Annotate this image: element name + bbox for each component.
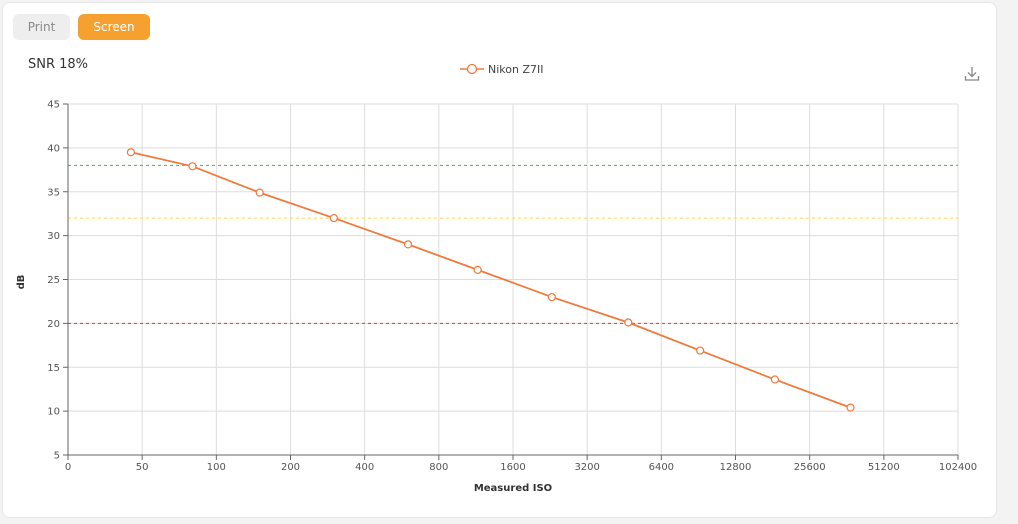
x-tick-label: 12800: [720, 462, 752, 473]
y-tick-label: 10: [47, 407, 60, 418]
x-tick-label: 0: [65, 462, 71, 473]
x-tick-label: 200: [281, 462, 300, 473]
data-point: [547, 292, 556, 302]
x-tick-label: 102400: [939, 462, 977, 473]
data-point: [473, 265, 482, 274]
y-tick-label: 5: [54, 451, 60, 462]
y-axis-label: dB: [16, 275, 27, 290]
data-point: [696, 346, 705, 355]
chart-title: SNR 18%: [28, 57, 89, 72]
data-point: [846, 403, 855, 412]
data-point: [126, 148, 135, 157]
axes: 0 50 100 200 400 800 1600 3200 6400 12800 25600 512…: [47, 100, 977, 474]
y-tick-label: 45: [47, 100, 60, 111]
y-tick-label: 20: [47, 319, 60, 330]
reference-lines: [68, 164, 958, 324]
x-tick-label: 400: [355, 462, 374, 473]
y-tick-label: 35: [47, 187, 60, 198]
series: [126, 148, 855, 412]
data-point: [329, 213, 338, 223]
chart-card: [2, 2, 997, 518]
y-tick-label: 15: [47, 363, 60, 374]
legend[interactable]: Nikon Z7II: [460, 63, 543, 76]
x-tick-label: 800: [429, 462, 448, 473]
x-tick-label: 25600: [794, 462, 826, 473]
screen-button[interactable]: Screen: [78, 14, 150, 40]
x-tick-label: 50: [136, 462, 149, 473]
download-icon[interactable]: [962, 64, 982, 84]
data-point: [255, 188, 264, 197]
x-tick-label: 51200: [868, 462, 900, 473]
data-point: [188, 162, 197, 171]
x-tick-label: 6400: [649, 462, 674, 473]
data-point: [403, 240, 413, 249]
grid: [67, 103, 959, 456]
x-tick-label: 3200: [574, 462, 599, 473]
x-axis-label: Measured ISO: [474, 483, 552, 494]
legend-marker: [466, 63, 478, 75]
legend-label: Nikon Z7II: [488, 63, 543, 76]
y-tick-label: 40: [47, 143, 60, 154]
x-tick-label: 100: [207, 462, 226, 473]
y-tick-label: 25: [47, 275, 60, 286]
print-button[interactable]: Print: [13, 14, 70, 40]
y-tick-label: 30: [47, 231, 60, 242]
data-point: [624, 318, 633, 327]
data-point: [770, 375, 780, 384]
x-tick-label: 1600: [500, 462, 525, 473]
